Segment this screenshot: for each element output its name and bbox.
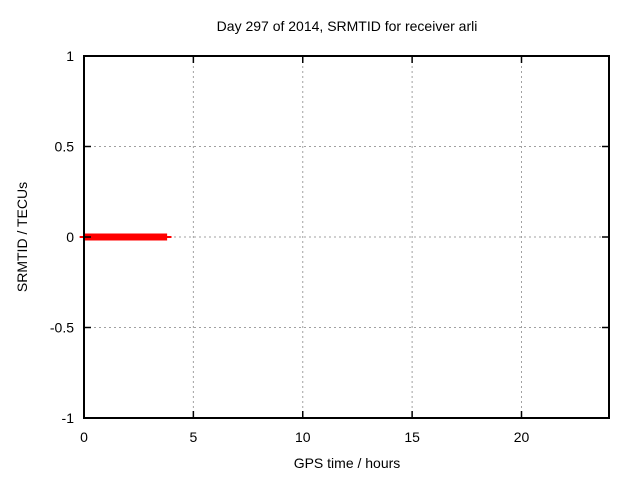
y-tick-label: -0.5 — [50, 320, 74, 336]
x-tick-label: 0 — [80, 429, 88, 445]
x-tick-label: 15 — [404, 429, 420, 445]
y-tick-label: 1 — [66, 48, 74, 64]
y-tick-label: -1 — [62, 410, 75, 426]
chart-title: Day 297 of 2014, SRMTID for receiver arl… — [216, 18, 478, 34]
x-tick-label: 5 — [189, 429, 197, 445]
y-tick-label: 0.5 — [55, 139, 75, 155]
x-tick-label: 20 — [514, 429, 530, 445]
y-tick-label: 0 — [66, 229, 74, 245]
x-axis-label: GPS time / hours — [293, 455, 401, 471]
x-tick-label: 10 — [295, 429, 311, 445]
